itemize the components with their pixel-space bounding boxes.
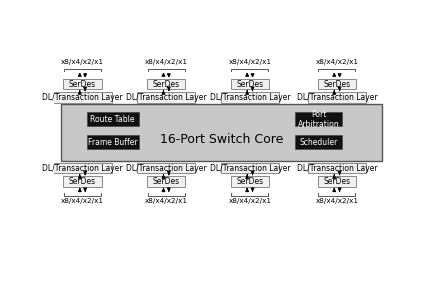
Text: DL/Transaction Layer: DL/Transaction Layer	[42, 164, 123, 173]
Text: SerDes: SerDes	[323, 177, 350, 186]
Bar	[53, 92, 112, 103]
Text: SerDes: SerDes	[236, 177, 264, 186]
Text: SerDes: SerDes	[152, 79, 180, 88]
Text: DL/Transaction Layer: DL/Transaction Layer	[210, 164, 290, 173]
Text: DL/Transaction Layer: DL/Transaction Layer	[126, 93, 206, 102]
Text: Frame Buffer: Frame Buffer	[88, 138, 137, 147]
Bar	[147, 79, 185, 89]
Bar	[221, 163, 279, 173]
Bar	[308, 163, 366, 173]
Bar	[147, 176, 185, 187]
Text: Scheduler: Scheduler	[299, 138, 338, 147]
Bar	[63, 79, 102, 89]
Text: DL/Transaction Layer: DL/Transaction Layer	[42, 93, 123, 102]
Bar	[295, 135, 342, 149]
Text: DL/Transaction Layer: DL/Transaction Layer	[126, 164, 206, 173]
Bar	[231, 79, 269, 89]
Bar	[53, 163, 112, 173]
Text: x8/x4/x2/x1: x8/x4/x2/x1	[145, 59, 187, 65]
Text: SerDes: SerDes	[323, 79, 350, 88]
Text: x8/x4/x2/x1: x8/x4/x2/x1	[229, 198, 271, 204]
Text: SerDes: SerDes	[236, 79, 264, 88]
Bar	[87, 135, 139, 149]
Text: Route Table: Route Table	[90, 115, 135, 124]
Bar	[318, 79, 356, 89]
Text: x8/x4/x2/x1: x8/x4/x2/x1	[315, 59, 359, 65]
Bar	[318, 176, 356, 187]
Text: DL/Transaction Layer: DL/Transaction Layer	[297, 164, 377, 173]
Bar	[63, 176, 102, 187]
Text: x8/x4/x2/x1: x8/x4/x2/x1	[315, 198, 359, 204]
Bar	[295, 112, 342, 126]
Text: x8/x4/x2/x1: x8/x4/x2/x1	[145, 198, 187, 204]
Text: x8/x4/x2/x1: x8/x4/x2/x1	[229, 59, 271, 65]
Text: x8/x4/x2/x1: x8/x4/x2/x1	[61, 198, 104, 204]
Text: Port
Arbitration: Port Arbitration	[298, 109, 339, 129]
Bar	[308, 92, 366, 103]
Text: SerDes: SerDes	[152, 177, 180, 186]
Text: SerDes: SerDes	[69, 177, 96, 186]
Bar	[231, 176, 269, 187]
Text: DL/Transaction Layer: DL/Transaction Layer	[297, 93, 377, 102]
Bar	[221, 92, 279, 103]
Bar	[87, 112, 139, 126]
Bar	[137, 163, 195, 173]
Text: SerDes: SerDes	[69, 79, 96, 88]
Text: 16-Port Switch Core: 16-Port Switch Core	[160, 133, 283, 146]
Text: x8/x4/x2/x1: x8/x4/x2/x1	[61, 59, 104, 65]
Bar	[137, 92, 195, 103]
Text: DL/Transaction Layer: DL/Transaction Layer	[210, 93, 290, 102]
Bar	[60, 105, 382, 161]
